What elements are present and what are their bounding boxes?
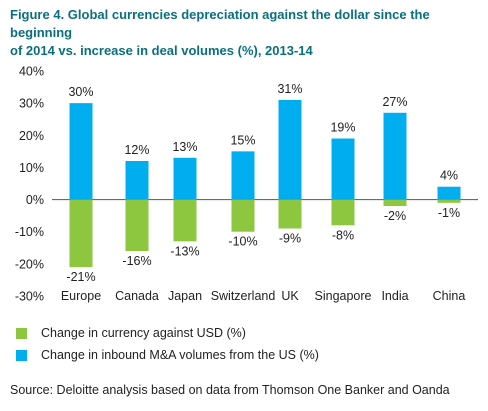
legend-swatch-currency [16, 327, 27, 339]
data-label-mna: 31% [277, 82, 302, 96]
data-label-currency: -21% [66, 270, 95, 284]
data-label-mna: 30% [68, 85, 93, 99]
data-label-mna: 12% [124, 143, 149, 157]
x-tick-label: Canada [115, 289, 159, 303]
data-label-currency: -10% [228, 235, 257, 249]
data-label-currency: -1% [438, 206, 460, 220]
data-label-mna: 15% [230, 133, 255, 147]
chart-title-line-2: of 2014 vs. increase in deal volumes (%)… [10, 43, 313, 58]
chart-title: Figure 4. Global currencies depreciation… [10, 6, 480, 60]
x-tick-label: Japan [168, 289, 202, 303]
legend-label-mna: Change in inbound M&A volumes from the U… [41, 348, 319, 362]
x-tick-label: Singapore [315, 289, 372, 303]
chart-title-line-1: Figure 4. Global currencies depreciation… [10, 7, 430, 40]
data-label-mna: 4% [440, 169, 458, 183]
bar-mna [173, 157, 197, 200]
bar-chart: 40% 30% 20% 10% 0% -10% -20% -30% -21% -16% -13% -1… [15, 65, 478, 304]
bar-currency [231, 199, 255, 232]
data-label-mna: 13% [172, 140, 197, 154]
data-label-currency: -2% [384, 209, 406, 223]
legend-item-mna: Change in inbound M&A volumes from the U… [16, 348, 319, 362]
y-tick-label: -20% [15, 257, 44, 271]
data-label-currency: -13% [170, 244, 199, 258]
legend-item-currency: Change in currency against USD (%) [16, 326, 246, 340]
bar-mna [125, 161, 149, 200]
x-tick-label: Europe [61, 289, 101, 303]
bar-currency [331, 199, 355, 226]
y-tick-label: 0% [26, 193, 44, 207]
bar-currency [383, 199, 407, 206]
y-tick-label: 40% [19, 65, 44, 79]
data-label-currency: -8% [332, 228, 354, 242]
y-tick-label: -10% [15, 225, 44, 239]
bar-mna [69, 103, 93, 200]
legend-swatch-mna [16, 349, 27, 361]
source-note: Source: Deloitte analysis based on data … [10, 383, 450, 397]
bar-mna [278, 99, 302, 200]
data-label-mna: 19% [330, 121, 355, 135]
bar-mna [331, 138, 355, 200]
data-label-mna: 27% [382, 95, 407, 109]
bar-currency [69, 199, 93, 268]
bar-currency [173, 199, 197, 242]
y-tick-label: -30% [15, 290, 44, 304]
x-tick-label: Switzerland [211, 289, 276, 303]
bar-currency [278, 199, 302, 229]
data-label-currency: -16% [122, 254, 151, 268]
bar-mna [231, 151, 255, 200]
bar-mna [437, 186, 461, 200]
bar-currency [437, 199, 461, 203]
y-tick-label: 20% [19, 129, 44, 143]
y-tick-label: 10% [19, 161, 44, 175]
x-tick-label: UK [281, 289, 299, 303]
x-tick-label: China [433, 289, 466, 303]
data-label-currency: -9% [279, 232, 301, 246]
bar-currency [125, 199, 149, 251]
bar-mna [383, 112, 407, 200]
legend-label-currency: Change in currency against USD (%) [41, 326, 246, 340]
y-tick-label: 30% [19, 97, 44, 111]
x-tick-label: India [381, 289, 408, 303]
